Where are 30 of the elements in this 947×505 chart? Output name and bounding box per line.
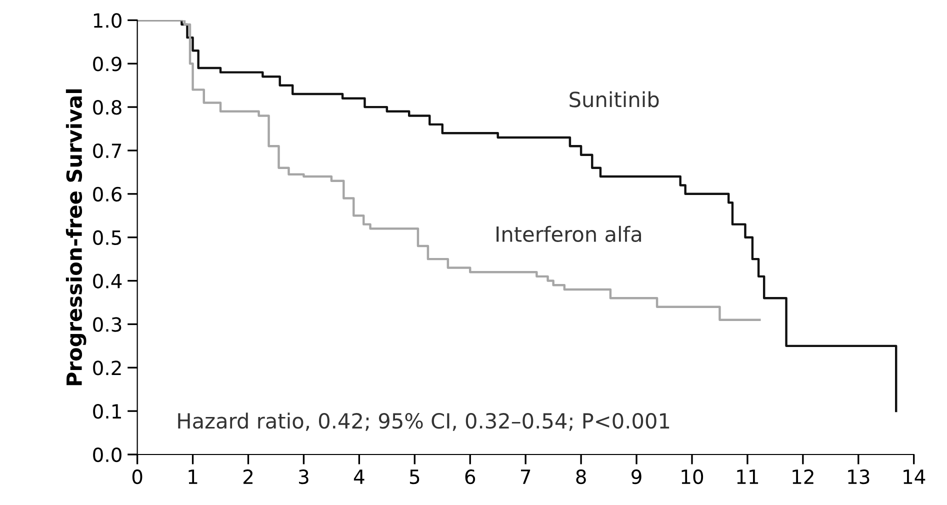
- y-axis-title: Progression-free Survival: [66, 89, 86, 386]
- y-tick-label: 0.9: [93, 56, 122, 72]
- y-tick-label: 0.4: [93, 274, 122, 288]
- series-label: Interferon alfa: [496, 226, 642, 242]
- x-tick-label: 2: [243, 469, 252, 484]
- x-tick-label: 9: [632, 469, 642, 484]
- y-tick-label: 0.5: [93, 230, 122, 246]
- x-tick-label: 14: [904, 470, 926, 484]
- x-tick-label: 5: [410, 470, 420, 484]
- y-tick-label: 0.1: [93, 404, 121, 419]
- y-tick-label: 0.7: [93, 143, 122, 158]
- series-label: Sunitinib: [570, 91, 659, 108]
- x-tick-label: 10: [682, 469, 704, 484]
- x-tick-label: 12: [792, 469, 814, 484]
- x-tick-label: 13: [848, 469, 870, 484]
- x-tick-label: 11: [737, 470, 758, 484]
- y-tick-label: 0.3: [93, 317, 122, 332]
- y-tick-label: 0.8: [93, 100, 122, 115]
- x-tick-label: 3: [299, 469, 308, 484]
- y-tick-label: 1.0: [94, 13, 122, 28]
- x-tick-label: 8: [576, 469, 586, 484]
- y-tick-label: 0.0: [93, 447, 122, 462]
- x-tick-label: 1: [188, 470, 198, 484]
- x-tick-label: 7: [520, 470, 530, 484]
- x-tick-label: 4: [354, 470, 364, 484]
- y-tick-label: 0.6: [93, 186, 122, 202]
- annotation: Hazard ratio, 0.42; 95% CI, 0.32–0.54; P<0.001: [178, 412, 670, 431]
- x-tick-label: 0: [132, 469, 142, 484]
- x-tick-label: 6: [465, 469, 476, 484]
- y-tick-label: 0.2: [93, 360, 121, 376]
